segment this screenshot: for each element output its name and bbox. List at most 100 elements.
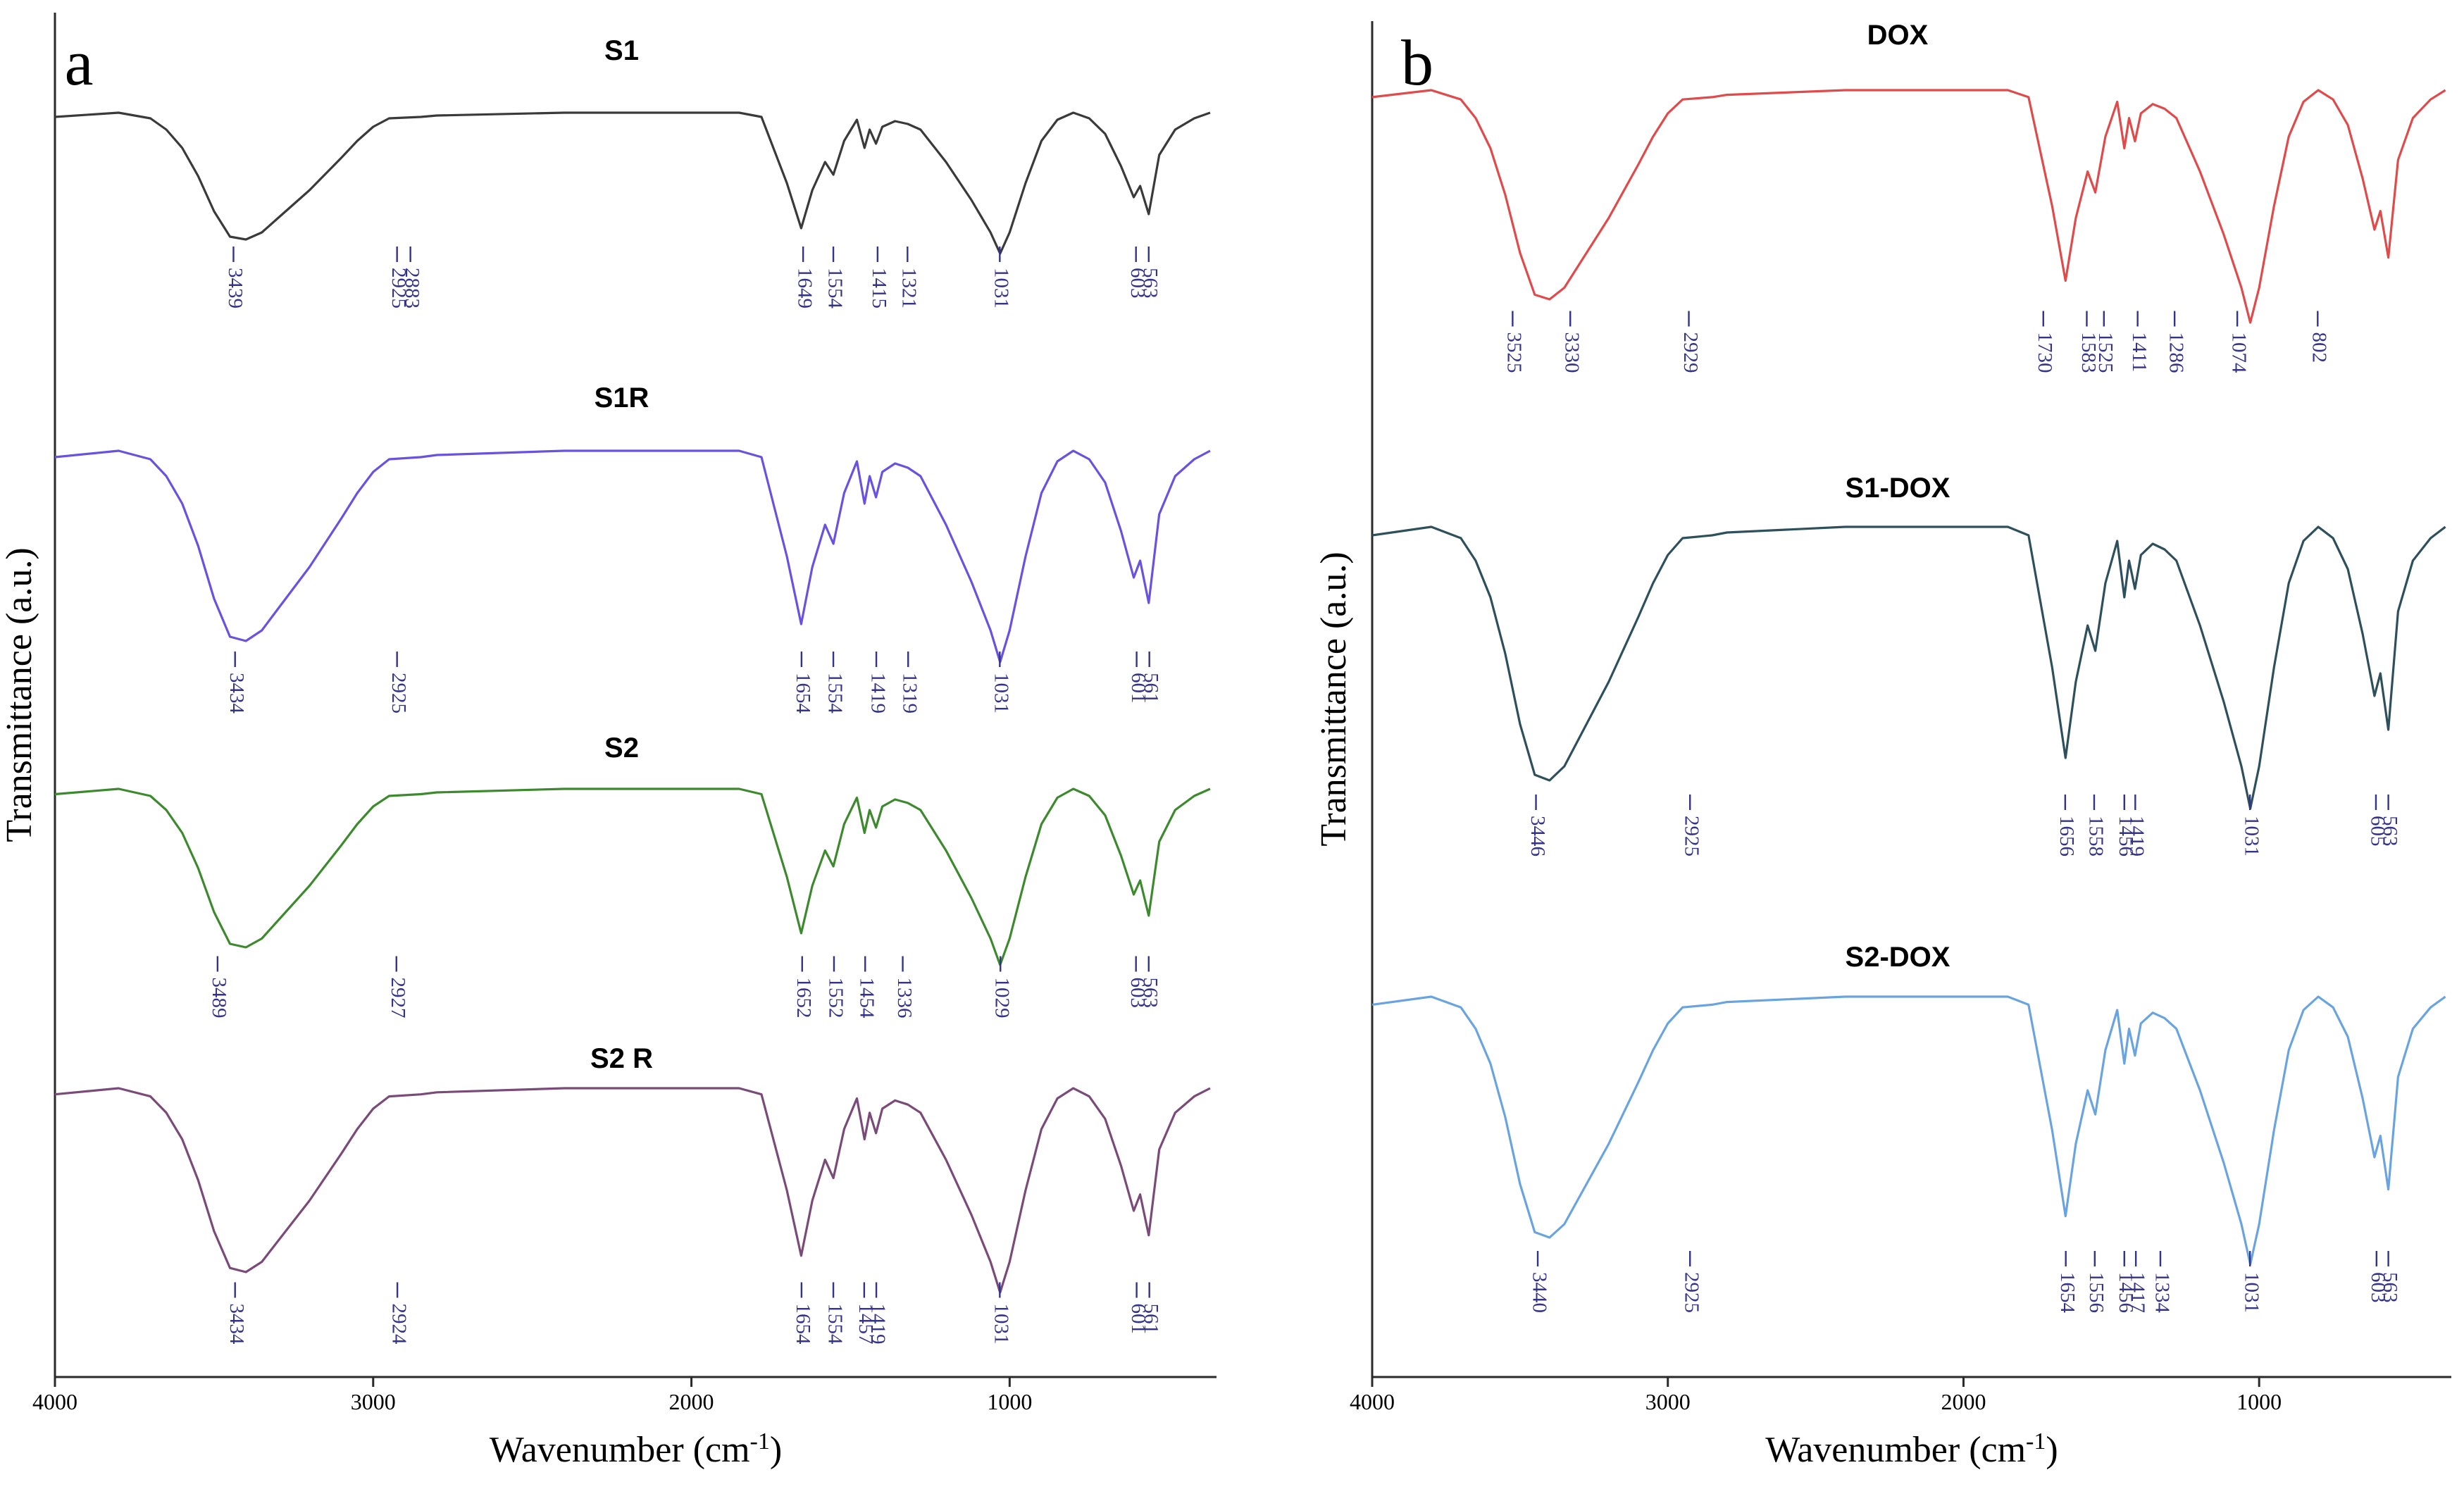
peak-label: 802 xyxy=(2308,332,2331,363)
peak-label: 2925 xyxy=(1681,1272,1703,1313)
peak-label: 1419 xyxy=(2126,816,2148,856)
peak-label: 1031 xyxy=(990,268,1013,309)
peak-label: 2883 xyxy=(401,268,423,309)
peak-label: 1411 xyxy=(2128,332,2151,373)
panel-b: 4000 3000 2000 1000 Wavenumber (cm-1) Transmi… xyxy=(1314,20,2451,1470)
peak-label: 1554 xyxy=(823,1304,846,1345)
peak-label: 1419 xyxy=(866,1304,889,1345)
peak-label: 603 xyxy=(1126,978,1149,1009)
peak-label: 563 xyxy=(2379,816,2401,847)
spectrum-line xyxy=(54,449,1211,663)
peak-label: 2925 xyxy=(387,268,410,309)
x-tick-label: 3000 xyxy=(351,1389,396,1414)
peak-label: 1652 xyxy=(792,978,815,1018)
series-label: S1R xyxy=(595,382,649,413)
peak-label: 601 xyxy=(1127,1304,1150,1335)
peak-label: 1286 xyxy=(2165,332,2187,373)
series-label: S2 xyxy=(604,733,639,764)
peak-label: 2924 xyxy=(387,1304,410,1345)
peak-label: 1457 xyxy=(854,1304,877,1345)
peak-label: 2929 xyxy=(1679,332,1702,373)
peak-label: 1558 xyxy=(2084,816,2107,856)
peak-label: 1552 xyxy=(824,978,847,1018)
peak-label: 563 xyxy=(1139,268,1162,299)
series-label: DOX xyxy=(1867,20,1929,51)
peak-label: 1031 xyxy=(2241,1272,2263,1313)
peak-label: 605 xyxy=(2366,816,2389,847)
panel-a: 4000 3000 2000 1000 Wavenumber (cm-1) Transmi… xyxy=(0,13,1217,1470)
peak-label: 1654 xyxy=(792,673,814,714)
series-label: S2-DOX xyxy=(1846,942,1950,973)
spectrum-line xyxy=(1371,89,2446,324)
peak-label: 1554 xyxy=(823,268,846,309)
peak-label: 2925 xyxy=(1681,816,1703,856)
x-tick-label: 2000 xyxy=(1941,1389,1986,1414)
x-tick-label: 2000 xyxy=(669,1389,714,1414)
peak-label: 1074 xyxy=(2227,332,2250,374)
y-axis-title: Transmittance (a.u.) xyxy=(1314,552,1354,846)
peak-label: 1417 xyxy=(2126,1272,2148,1313)
peak-label: 1456 xyxy=(2115,1272,2137,1313)
panel-letter: b xyxy=(1401,27,1433,99)
peak-label: 1456 xyxy=(2115,816,2137,856)
peak-label: 2927 xyxy=(387,978,409,1018)
spectrum-line xyxy=(1371,525,2446,810)
spectrum-line xyxy=(54,787,1211,966)
peak-label: 1656 xyxy=(2055,816,2078,856)
peak-label: 1031 xyxy=(2241,816,2263,856)
peak-label: 603 xyxy=(2367,1272,2389,1303)
peak-label: 3330 xyxy=(1561,332,1583,373)
peak-label: 1419 xyxy=(866,673,889,714)
x-tick-label: 4000 xyxy=(1350,1389,1395,1414)
x-tick-label: 4000 xyxy=(32,1389,77,1414)
peak-label: 3446 xyxy=(1526,816,1549,856)
peak-label: 2925 xyxy=(387,673,410,714)
peak-label: 1031 xyxy=(990,1304,1013,1345)
peak-label: 1321 xyxy=(898,268,921,309)
peak-label: 561 xyxy=(1140,673,1162,704)
peak-label: 1556 xyxy=(2085,1272,2108,1313)
peak-label: 1415 xyxy=(868,268,890,309)
peak-label: 1031 xyxy=(990,673,1013,714)
peak-label: 3489 xyxy=(208,978,230,1018)
spectrum-line xyxy=(54,1087,1211,1294)
peak-label: 1029 xyxy=(991,978,1014,1018)
peak-label: 3434 xyxy=(225,673,248,714)
peak-label: 3439 xyxy=(224,268,247,309)
peak-label: 3525 xyxy=(1503,332,1526,373)
series-label: S1 xyxy=(604,35,639,66)
peak-label: 1654 xyxy=(792,1304,814,1345)
peak-label: 1336 xyxy=(893,978,916,1018)
spectrum-line xyxy=(54,111,1211,255)
peak-label: 1649 xyxy=(793,268,816,309)
peak-label: 1583 xyxy=(2077,332,2100,373)
peak-label: 563 xyxy=(2379,1272,2401,1303)
peak-label: 1319 xyxy=(899,673,921,714)
peak-label: 3434 xyxy=(225,1304,248,1345)
peak-label: 1654 xyxy=(2056,1272,2079,1314)
peak-label: 1554 xyxy=(823,673,846,714)
x-tick-label: 3000 xyxy=(1645,1389,1691,1414)
peak-label: 561 xyxy=(1140,1304,1162,1335)
peak-label: 1730 xyxy=(2034,332,2056,373)
peak-label: 1454 xyxy=(856,978,878,1019)
series-label: S2 R xyxy=(590,1043,653,1074)
peak-label: 1525 xyxy=(2094,332,2117,373)
peak-label: 603 xyxy=(1126,268,1149,299)
peak-label: 601 xyxy=(1127,673,1150,704)
panel-letter: a xyxy=(65,27,94,99)
peak-label: 3440 xyxy=(1528,1272,1550,1313)
x-tick-label: 1000 xyxy=(2236,1389,2282,1414)
peak-label: 1334 xyxy=(2151,1272,2173,1314)
series-label: S1-DOX xyxy=(1846,473,1950,504)
x-tick-label: 1000 xyxy=(987,1389,1032,1414)
x-axis-title: Wavenumber (cm-1) xyxy=(1765,1428,2058,1471)
